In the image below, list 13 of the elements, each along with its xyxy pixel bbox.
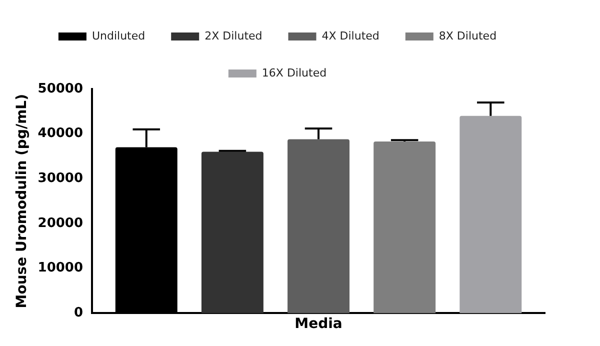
x-tick-label: Media bbox=[294, 316, 342, 332]
y-tick-label: 50000 bbox=[38, 81, 84, 96]
legend-label: 4X Diluted bbox=[322, 29, 380, 42]
legend-label: Undiluted bbox=[92, 29, 146, 42]
y-tick-label: 40000 bbox=[38, 126, 84, 142]
legend-label: 2X Diluted bbox=[204, 29, 262, 42]
y-tick-label: 0 bbox=[74, 306, 84, 321]
legend-label: 8X Diluted bbox=[438, 29, 497, 42]
y-tick-label: 10000 bbox=[38, 260, 84, 276]
legend-label: 16X Diluted bbox=[262, 66, 327, 80]
y-tick-label: 20000 bbox=[38, 216, 84, 231]
y-axis-title: Mouse Uromodulin (pg/mL) bbox=[14, 94, 30, 308]
y-tick-label: 30000 bbox=[38, 171, 84, 186]
